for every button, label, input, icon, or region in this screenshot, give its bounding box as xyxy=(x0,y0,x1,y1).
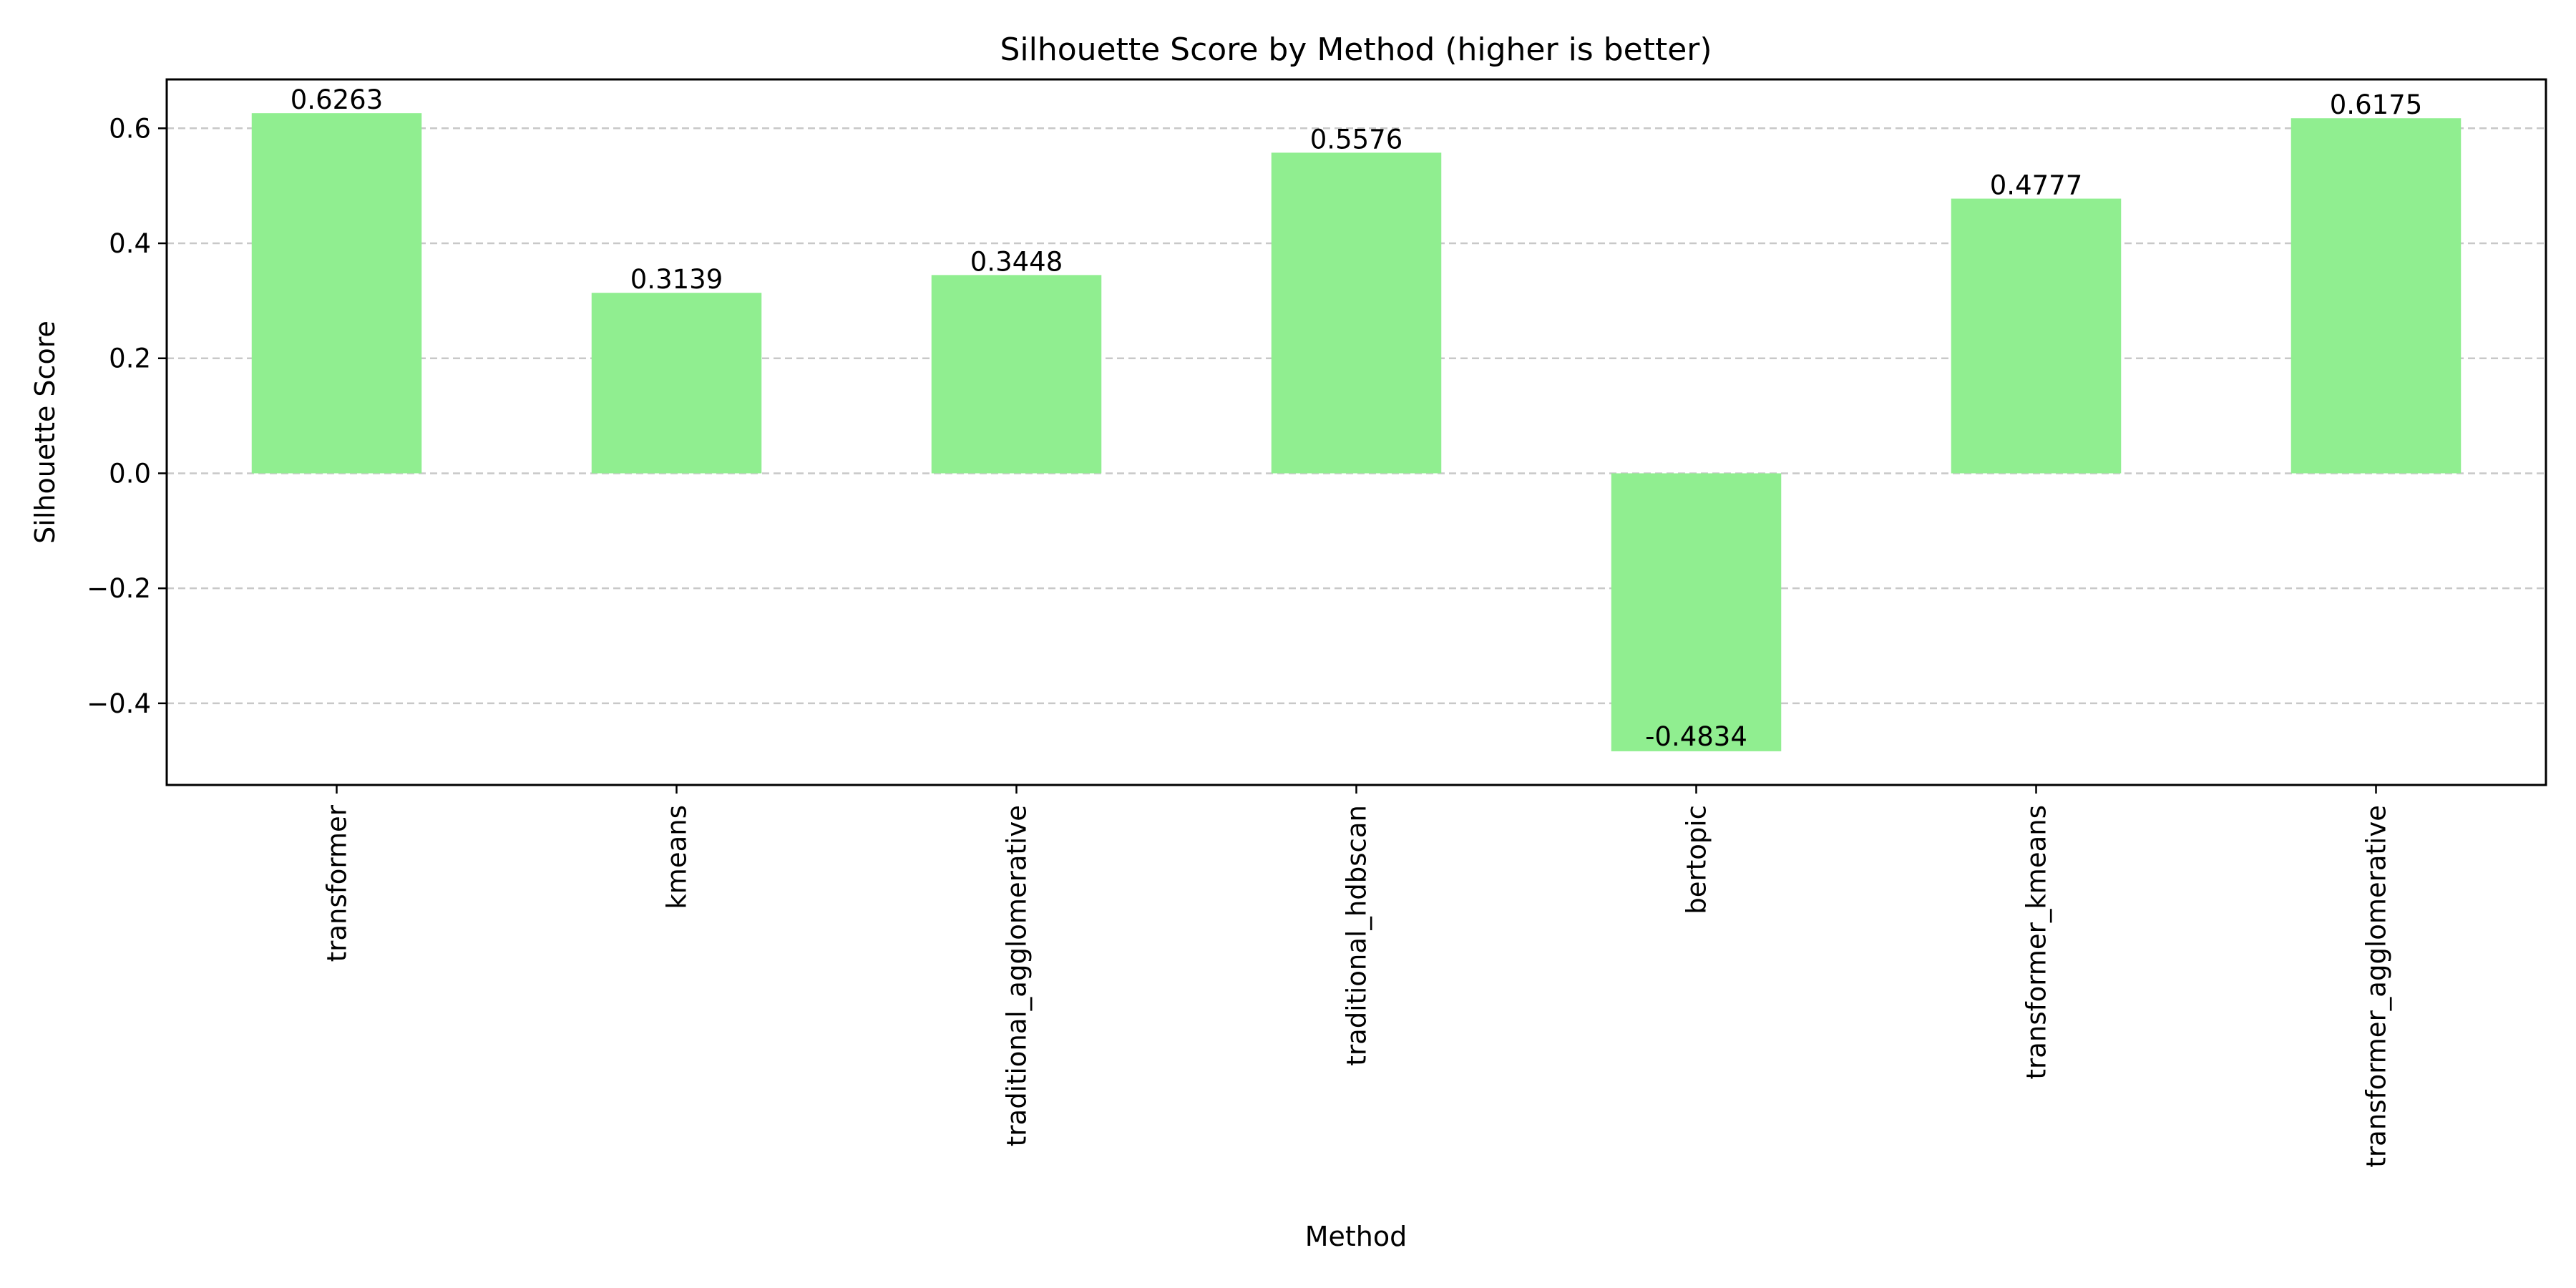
y-tick-label: 0.2 xyxy=(109,343,151,374)
value-label: 0.3448 xyxy=(970,246,1063,277)
bars xyxy=(251,113,2462,751)
y-axis-label: Silhouette Score xyxy=(29,321,61,544)
bar-transformer xyxy=(251,113,422,474)
chart-title: Silhouette Score by Method (higher is be… xyxy=(1000,31,1712,68)
y-tick-label: −0.4 xyxy=(87,688,151,719)
value-label: 0.5576 xyxy=(1310,124,1402,155)
value-label: 0.4777 xyxy=(1990,170,2082,201)
x-tick-label: kmeans xyxy=(662,805,693,909)
bar-transformer_kmeans xyxy=(1951,198,2122,474)
value-label: 0.3139 xyxy=(630,264,723,295)
value-labels: 0.6263 0.3139 0.3448 0.5576 -0.4834 0.4777 0.6… xyxy=(291,84,2422,752)
y-tick-label: 0.4 xyxy=(109,228,151,259)
x-tick-label: traditional_hdbscan xyxy=(1342,805,1372,1066)
gridlines xyxy=(167,127,2546,705)
x-axis-label: Method xyxy=(1305,1221,1407,1252)
x-tick-label: transformer_agglomerative xyxy=(2361,805,2392,1168)
x-tick-label: traditional_agglomerative xyxy=(1002,805,1033,1146)
x-tick-label: bertopic xyxy=(1682,805,1712,914)
bar-bertopic xyxy=(1611,473,1782,751)
y-tick-label: 0.6 xyxy=(109,113,151,144)
x-tick-label: transformer_kmeans xyxy=(2021,805,2052,1080)
x-tick-label: transformer xyxy=(322,804,353,962)
y-tick-label: 0.0 xyxy=(109,458,151,489)
y-tick-label: −0.2 xyxy=(87,573,151,604)
bar-transformer_agglomerative xyxy=(2290,118,2462,474)
bar-kmeans xyxy=(591,293,762,474)
bar-traditional_agglomerative xyxy=(931,275,1102,474)
value-label: 0.6175 xyxy=(2330,89,2422,120)
value-label: 0.6263 xyxy=(291,84,383,115)
y-axis: −0.4 −0.2 0.0 0.2 0.4 0.6 xyxy=(87,113,167,719)
x-axis: transformer kmeans traditional_agglomerati… xyxy=(322,785,2392,1168)
bar-traditional_hdbscan xyxy=(1271,152,1442,474)
value-label: -0.4834 xyxy=(1645,721,1747,752)
